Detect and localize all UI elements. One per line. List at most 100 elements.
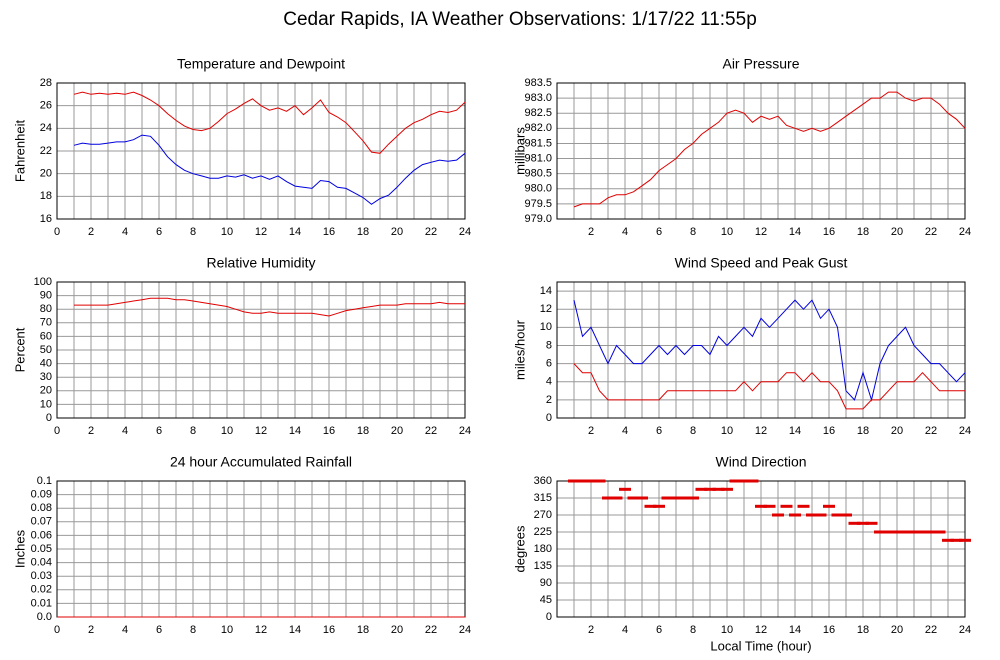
data-point (721, 487, 733, 491)
data-point (899, 530, 912, 534)
y-tick-label: 135 (534, 560, 552, 572)
x-tick-label: 4 (622, 425, 628, 437)
y-tick-label: 60 (40, 330, 52, 342)
x-tick-label: 2 (588, 226, 594, 238)
plot-frame (556, 281, 966, 419)
x-tick-label: 8 (690, 624, 696, 636)
x-tick-label: 0 (54, 624, 60, 636)
y-tick-label: 0.1 (37, 475, 52, 487)
data-point (814, 513, 827, 517)
x-tick-label: 8 (190, 425, 196, 437)
y-tick-label: 0.08 (31, 502, 52, 514)
y-tick-label: 100 (34, 276, 52, 288)
data-line (573, 363, 965, 410)
x-tick-label: 24 (459, 226, 471, 238)
y-tick-label: 0.09 (31, 489, 52, 501)
x-tick-label: 20 (891, 226, 903, 238)
x-tick-label: 4 (622, 624, 628, 636)
y-tick-label: 70 (40, 317, 52, 329)
data-point (772, 513, 784, 517)
x-tick-label: 14 (289, 425, 301, 437)
data-point (950, 538, 963, 542)
x-tick-label: 6 (156, 624, 162, 636)
y-tick-label: 26 (40, 100, 52, 112)
y-tick-label: 45 (540, 594, 552, 606)
data-point (644, 504, 657, 508)
x-tick-label: 4 (622, 226, 628, 238)
data-line (573, 91, 966, 208)
data-point (746, 479, 759, 483)
x-tick-label: 22 (425, 226, 437, 238)
x-tick-label: 20 (891, 624, 903, 636)
data-point (789, 513, 801, 517)
y-tick-label: 80 (40, 303, 52, 315)
x-tick-label: 24 (459, 425, 471, 437)
x-tick-label: 12 (255, 624, 267, 636)
y-tick-label: 12 (540, 303, 552, 315)
x-tick-label: 18 (357, 226, 369, 238)
data-line (73, 134, 466, 205)
x-tick-label: 18 (857, 624, 869, 636)
x-tick-label: 10 (221, 226, 233, 238)
y-tick-label: 30 (40, 371, 52, 383)
y-tick-label: 10 (40, 398, 52, 410)
y-tick-label: 0.05 (31, 543, 52, 555)
y-tick-label: 980.0 (524, 183, 552, 195)
x-tick-label: 20 (891, 425, 903, 437)
x-tick-label: 2 (88, 624, 94, 636)
y-tick-label: 225 (534, 526, 552, 538)
data-point (831, 513, 844, 517)
y-tick-label: 0.06 (31, 529, 52, 541)
data-point (933, 530, 946, 534)
data-point (942, 538, 954, 542)
data-point (908, 530, 920, 534)
data-point (670, 496, 682, 500)
data-point (755, 504, 767, 508)
x-tick-label: 16 (323, 425, 335, 437)
y-axis-label: Fahrenheit (12, 120, 27, 183)
data-point (602, 496, 614, 500)
y-tick-label: 982.0 (524, 122, 552, 134)
y-tick-label: 8 (546, 339, 552, 351)
y-tick-label: 981.5 (524, 137, 552, 149)
data-point (704, 487, 716, 491)
x-tick-label: 20 (391, 425, 403, 437)
x-tick-label: 18 (357, 425, 369, 437)
chart-title: Wind Speed and Peak Gust (675, 255, 848, 271)
y-tick-label: 983.0 (524, 92, 552, 104)
y-tick-label: 22 (40, 145, 52, 157)
x-tick-label: 14 (789, 624, 801, 636)
x-tick-label: 4 (122, 226, 128, 238)
plot-frame (556, 82, 966, 220)
x-tick-label: 4 (122, 425, 128, 437)
y-tick-label: 0.03 (31, 570, 52, 582)
data-point (806, 513, 818, 517)
y-tick-label: 40 (40, 358, 52, 370)
data-point (619, 487, 631, 491)
x-tick-label: 12 (755, 226, 767, 238)
data-point (857, 521, 869, 525)
x-tick-label: 6 (156, 226, 162, 238)
y-tick-label: 24 (40, 122, 52, 134)
data-point (610, 496, 623, 500)
data-line (74, 297, 465, 317)
x-tick-label: 4 (122, 624, 128, 636)
x-tick-label: 18 (857, 226, 869, 238)
x-tick-label: 24 (959, 425, 971, 437)
x-tick-label: 12 (755, 624, 767, 636)
y-tick-label: 0 (546, 412, 552, 424)
data-point (874, 530, 886, 534)
y-axis-label: millibars (512, 127, 527, 175)
data-point (925, 530, 937, 534)
x-tick-label: 22 (925, 624, 937, 636)
data-point (593, 479, 606, 483)
x-tick-label: 2 (588, 425, 594, 437)
y-tick-label: 980.5 (524, 168, 552, 180)
data-point (568, 479, 580, 483)
y-tick-label: 0.0 (37, 611, 52, 623)
data-point (627, 496, 640, 500)
x-tick-label: 16 (823, 226, 835, 238)
y-tick-label: 982.5 (524, 107, 552, 119)
page-title: Cedar Rapids, IA Weather Observations: 1… (283, 9, 757, 30)
